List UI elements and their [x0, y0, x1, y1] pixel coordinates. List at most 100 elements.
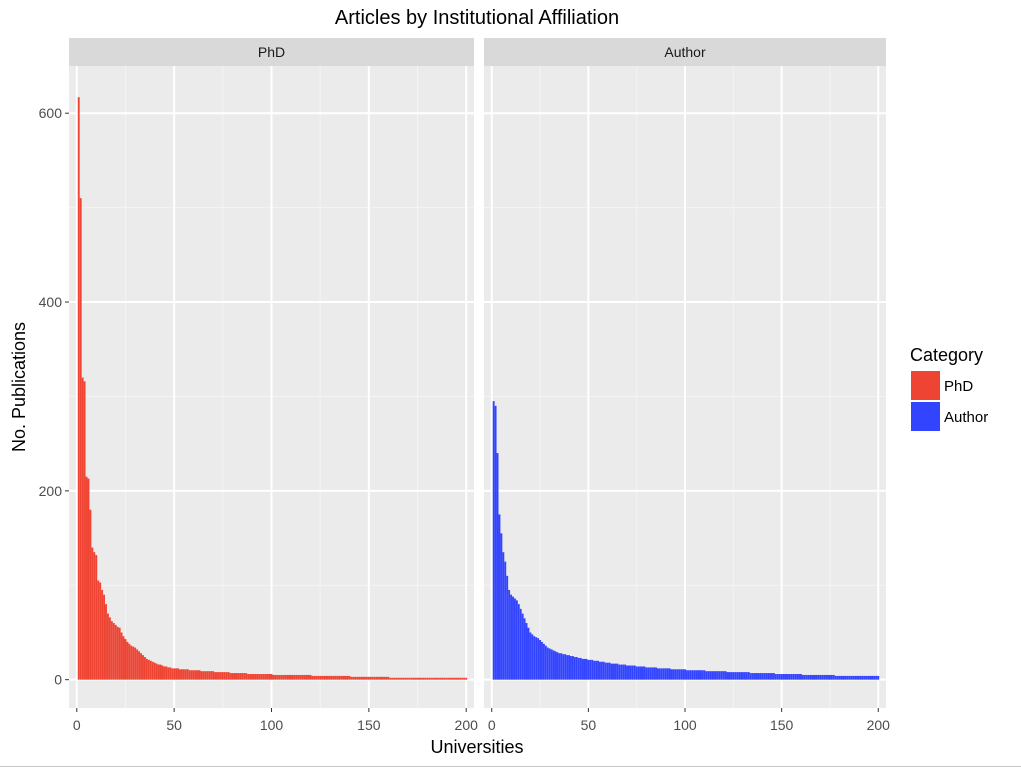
- legend-label-phd: PhD: [944, 378, 973, 395]
- bar-phd: [432, 677, 435, 680]
- bar-author: [631, 665, 634, 680]
- bar-author: [531, 634, 534, 680]
- bar-phd: [235, 673, 238, 680]
- bar-phd: [155, 663, 158, 680]
- bar-author: [600, 661, 603, 680]
- bar-phd: [247, 674, 250, 680]
- y-tick-label: 0: [54, 672, 62, 688]
- bar-author: [803, 674, 806, 680]
- bar-phd: [301, 674, 304, 680]
- bar-phd: [293, 674, 296, 680]
- bar-author: [749, 673, 752, 680]
- bar-phd: [161, 665, 164, 680]
- bar-phd: [132, 646, 135, 680]
- bar-phd: [101, 589, 104, 680]
- bar-author: [848, 675, 851, 680]
- bar-author: [676, 669, 679, 680]
- legend-title: Category: [910, 345, 983, 365]
- bar-phd: [410, 677, 413, 680]
- bar-author: [829, 674, 831, 680]
- bar-author: [552, 650, 555, 680]
- x-tick-label: 150: [770, 717, 794, 733]
- bar-author: [521, 613, 524, 680]
- bar-author: [697, 670, 700, 680]
- bar-author: [620, 664, 623, 680]
- bar-author: [867, 675, 870, 680]
- bar-phd: [430, 677, 433, 680]
- chart-title: Articles by Institutional Affiliation: [335, 7, 619, 29]
- bar-author: [541, 641, 543, 680]
- bar-phd: [140, 653, 142, 680]
- bar-author: [500, 533, 503, 680]
- bar-phd: [167, 667, 170, 680]
- bar-author: [863, 675, 866, 680]
- bar-phd: [190, 670, 193, 680]
- bar-phd: [157, 664, 160, 680]
- bar-author: [861, 675, 864, 680]
- bar-phd: [89, 509, 92, 680]
- bar-phd: [379, 676, 382, 680]
- bar-author: [730, 672, 733, 680]
- bar-phd: [391, 677, 394, 680]
- bar-phd: [239, 673, 242, 680]
- bar-author: [637, 666, 640, 680]
- bar-author: [842, 675, 845, 680]
- bar-author: [707, 671, 710, 680]
- bar-phd: [112, 623, 115, 680]
- bar-phd: [278, 674, 281, 680]
- bar-author: [705, 671, 708, 680]
- bar-author: [583, 658, 586, 680]
- bar-phd: [313, 675, 316, 680]
- y-tick-label: 400: [39, 294, 63, 310]
- bar-phd: [270, 674, 273, 680]
- bar-phd: [212, 671, 215, 680]
- bar-author: [639, 666, 642, 680]
- bar-author: [577, 657, 580, 680]
- bar-phd: [229, 673, 232, 680]
- bar-author: [678, 669, 681, 680]
- bar-author: [859, 675, 862, 680]
- bar-author: [753, 673, 756, 680]
- bar-phd: [233, 673, 236, 680]
- bar-phd: [245, 673, 248, 680]
- bar-author: [869, 675, 872, 680]
- bar-author: [519, 608, 522, 680]
- legend-swatch-phd: [911, 371, 940, 400]
- bar-phd: [214, 672, 216, 680]
- bar-author: [716, 671, 719, 680]
- bar-phd: [95, 555, 98, 680]
- bar-phd: [434, 677, 437, 680]
- bar-author: [649, 667, 652, 680]
- bar-author: [612, 663, 615, 680]
- bar-phd: [142, 655, 144, 680]
- bar-phd: [173, 668, 176, 680]
- bar-author: [691, 670, 694, 680]
- bar-phd: [360, 676, 363, 680]
- bar-phd: [136, 649, 139, 680]
- bar-author: [560, 653, 563, 680]
- x-tick-label: 100: [673, 717, 697, 733]
- bar-author: [602, 661, 605, 680]
- bar-phd: [87, 478, 90, 680]
- bar-author: [807, 674, 810, 680]
- bar-author: [626, 665, 628, 680]
- bar-author: [817, 674, 820, 680]
- bar-author: [827, 674, 829, 680]
- bar-author: [523, 618, 526, 680]
- bar-author: [666, 668, 669, 680]
- bar-phd: [114, 624, 117, 680]
- bar-phd: [272, 674, 275, 680]
- bar-phd: [401, 677, 403, 680]
- bar-phd: [282, 674, 285, 680]
- bar-phd: [163, 666, 166, 680]
- bar-phd: [106, 613, 109, 680]
- bar-author: [857, 675, 860, 680]
- bar-author: [660, 668, 663, 680]
- bar-author: [711, 671, 714, 680]
- bar-author: [628, 665, 630, 680]
- bar-phd: [367, 676, 370, 680]
- bar-author: [616, 663, 619, 680]
- bar-author: [492, 401, 495, 680]
- bar-author: [699, 670, 702, 680]
- bar-phd: [159, 664, 162, 680]
